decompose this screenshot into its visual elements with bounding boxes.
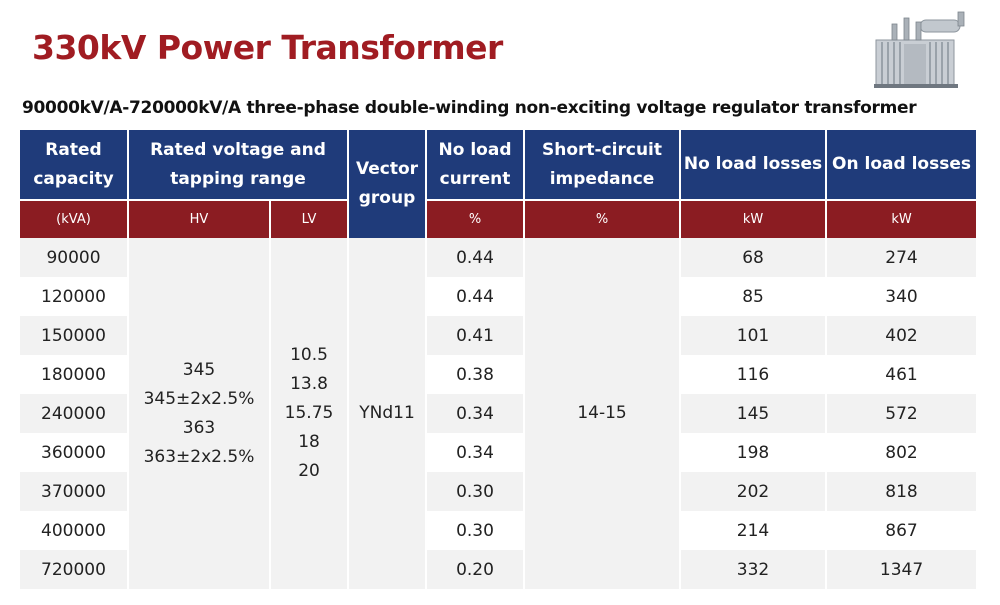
cell-no-load-losses: 214 bbox=[680, 511, 828, 550]
cell-capacity: 370000 bbox=[20, 472, 129, 511]
table-row: 720000 0.20 332 1347 bbox=[20, 550, 979, 589]
cell-on-load-losses: 572 bbox=[826, 394, 979, 433]
unit-no-load-losses: kW bbox=[680, 200, 828, 238]
hv-value: 345±2x2.5% bbox=[143, 388, 255, 409]
transformer-spec-table: Rated capacity Rated voltage and tapping… bbox=[20, 130, 979, 589]
cell-no-load-current: 0.20 bbox=[426, 550, 526, 589]
header-vector-group: Vector group bbox=[348, 130, 428, 238]
cell-no-load-losses: 198 bbox=[680, 433, 828, 472]
cell-hv-range: 345 345±2x2.5% 363 363±2x2.5% bbox=[128, 238, 271, 589]
header-no-load-losses: No load losses bbox=[680, 130, 828, 201]
cell-capacity: 180000 bbox=[20, 355, 129, 394]
table-row: 90000 345 345±2x2.5% 363 363±2x2.5% 10.5… bbox=[20, 238, 979, 589]
cell-capacity: 120000 bbox=[20, 277, 129, 316]
header-on-load-losses: On load losses bbox=[826, 130, 979, 201]
cell-capacity: 90000 bbox=[20, 238, 129, 277]
cell-short-circuit-impedance: 14-15 bbox=[524, 238, 682, 589]
cell-no-load-current: 0.34 bbox=[426, 394, 526, 433]
spec-table-body: 90000 345 345±2x2.5% 363 363±2x2.5% 10.5… bbox=[20, 238, 979, 589]
header-no-load-current: No load current bbox=[426, 130, 526, 201]
lv-value: 20 bbox=[298, 461, 320, 481]
header-rated-voltage: Rated voltage and tapping range bbox=[128, 130, 350, 201]
cell-capacity: 150000 bbox=[20, 316, 129, 355]
cell-on-load-losses: 274 bbox=[826, 238, 979, 277]
cell-on-load-losses: 1347 bbox=[826, 550, 979, 589]
header-rated-capacity: Rated capacity bbox=[20, 130, 129, 201]
unit-capacity: (kVA) bbox=[20, 200, 129, 238]
cell-no-load-losses: 101 bbox=[680, 316, 828, 355]
cell-on-load-losses: 461 bbox=[826, 355, 979, 394]
table-row: 370000 0.30 202 818 bbox=[20, 472, 979, 511]
transformer-photo bbox=[874, 11, 965, 88]
cell-capacity: 240000 bbox=[20, 394, 129, 433]
cell-vector-group: YNd11 bbox=[348, 238, 428, 589]
cell-no-load-current: 0.38 bbox=[426, 355, 526, 394]
cell-on-load-losses: 340 bbox=[826, 277, 979, 316]
cell-no-load-losses: 202 bbox=[680, 472, 828, 511]
lv-value: 13.8 bbox=[290, 374, 328, 394]
table-row: 240000 0.34 145 572 bbox=[20, 394, 979, 433]
lv-value: 15.75 bbox=[284, 403, 334, 423]
table-row: 400000 0.30 214 867 bbox=[20, 511, 979, 550]
cell-on-load-losses: 867 bbox=[826, 511, 979, 550]
unit-no-load-current: % bbox=[426, 200, 526, 238]
table-row: 150000 0.41 101 402 bbox=[20, 316, 979, 355]
hv-value: 345 bbox=[182, 359, 216, 380]
cell-no-load-losses: 145 bbox=[680, 394, 828, 433]
cell-capacity: 720000 bbox=[20, 550, 129, 589]
hv-value: 363 bbox=[182, 417, 216, 438]
unit-lv: LV bbox=[270, 200, 350, 238]
unit-on-load-losses: kW bbox=[826, 200, 979, 238]
cell-no-load-current: 0.34 bbox=[426, 433, 526, 472]
cell-no-load-losses: 332 bbox=[680, 550, 828, 589]
lv-value: 10.5 bbox=[290, 345, 328, 365]
cell-capacity: 400000 bbox=[20, 511, 129, 550]
cell-no-load-current: 0.44 bbox=[426, 238, 526, 277]
lv-value: 18 bbox=[298, 432, 320, 452]
table-row: 120000 0.44 85 340 bbox=[20, 277, 979, 316]
cell-no-load-current: 0.44 bbox=[426, 277, 526, 316]
cell-lv-range: 10.5 13.8 15.75 18 20 bbox=[270, 238, 350, 589]
unit-short-circuit: % bbox=[524, 200, 682, 238]
cell-no-load-current: 0.30 bbox=[426, 472, 526, 511]
cell-no-load-losses: 68 bbox=[680, 238, 828, 277]
unit-hv: HV bbox=[128, 200, 271, 238]
cell-no-load-current: 0.41 bbox=[426, 316, 526, 355]
cell-no-load-losses: 85 bbox=[680, 277, 828, 316]
page-subtitle: 90000kV/A-720000kV/A three-phase double-… bbox=[22, 98, 917, 118]
cell-no-load-current: 0.30 bbox=[426, 511, 526, 550]
cell-no-load-losses: 116 bbox=[680, 355, 828, 394]
header-short-circuit-impedance: Short-circuit impedance bbox=[524, 130, 682, 201]
table-row: 360000 0.34 198 802 bbox=[20, 433, 979, 472]
cell-capacity: 360000 bbox=[20, 433, 129, 472]
cell-on-load-losses: 802 bbox=[826, 433, 979, 472]
cell-on-load-losses: 402 bbox=[826, 316, 979, 355]
cell-on-load-losses: 818 bbox=[826, 472, 979, 511]
hv-value: 363±2x2.5% bbox=[143, 446, 255, 467]
table-row: 180000 0.38 116 461 bbox=[20, 355, 979, 394]
page-title: 330kV Power Transformer bbox=[32, 28, 503, 67]
